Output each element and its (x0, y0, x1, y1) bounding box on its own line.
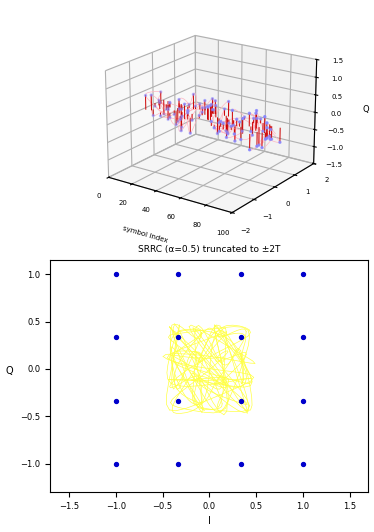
Point (237, 396, 243, 405)
X-axis label: symbol index: symbol index (122, 226, 168, 244)
Point (113, 333, 119, 342)
Point (113, 460, 119, 468)
Point (237, 333, 243, 342)
Point (175, 333, 181, 342)
Point (113, 270, 119, 278)
Point (175, 396, 181, 405)
Point (113, 396, 119, 405)
Point (300, 460, 306, 468)
Point (175, 460, 181, 468)
X-axis label: I: I (208, 517, 211, 527)
Y-axis label: Q: Q (6, 366, 13, 376)
Point (300, 333, 306, 342)
Point (175, 270, 181, 278)
Title: SRRC (α=0.5) truncated to ±2T: SRRC (α=0.5) truncated to ±2T (138, 245, 280, 254)
Point (300, 270, 306, 278)
Point (300, 396, 306, 405)
Point (237, 270, 243, 278)
Point (237, 460, 243, 468)
